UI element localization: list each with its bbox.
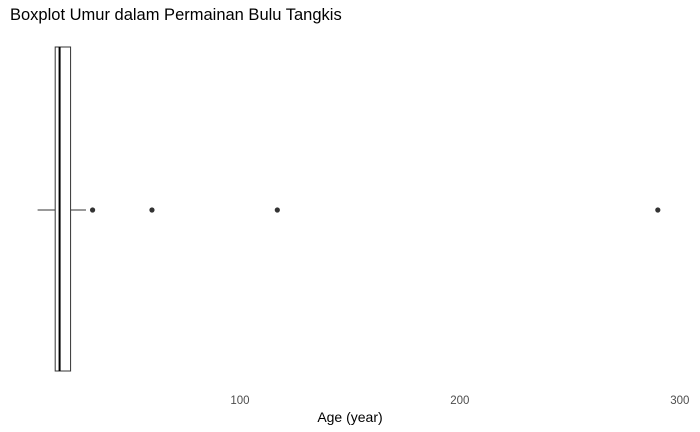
x-tick-label: 100 [230, 395, 249, 407]
outlier-group [89, 207, 661, 213]
outlier-point [655, 207, 661, 213]
box-group [37, 46, 86, 372]
outlier-point [89, 207, 96, 213]
outlier-point [149, 207, 155, 213]
x-tick-label: 300 [670, 395, 689, 407]
x-tick-label: 200 [450, 395, 469, 407]
iqr-box [54, 46, 72, 372]
x-axis-title: Age (year) [317, 409, 382, 425]
chart-title: Boxplot Umur dalam Permainan Bulu Tangki… [10, 6, 342, 24]
x-axis-ticks: 100 200 300 [230, 395, 689, 407]
outlier-point [274, 207, 280, 213]
